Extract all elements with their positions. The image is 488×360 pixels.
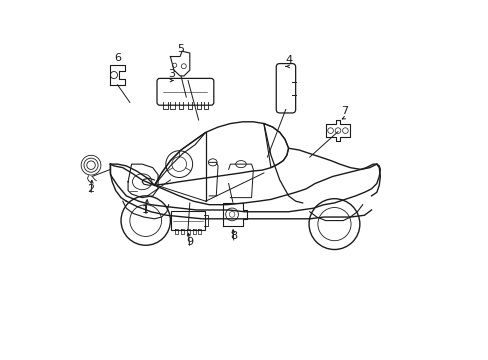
Text: 5: 5 — [177, 45, 184, 54]
Text: 7: 7 — [341, 106, 348, 116]
FancyBboxPatch shape — [171, 211, 204, 230]
Text: 2: 2 — [87, 184, 94, 194]
Text: 6: 6 — [114, 53, 121, 63]
Text: 8: 8 — [230, 231, 237, 242]
Text: 3: 3 — [168, 69, 175, 79]
Text: 4: 4 — [285, 55, 291, 65]
Text: 9: 9 — [186, 237, 193, 247]
FancyBboxPatch shape — [157, 78, 213, 105]
FancyBboxPatch shape — [276, 64, 295, 113]
Text: 1: 1 — [142, 205, 149, 215]
